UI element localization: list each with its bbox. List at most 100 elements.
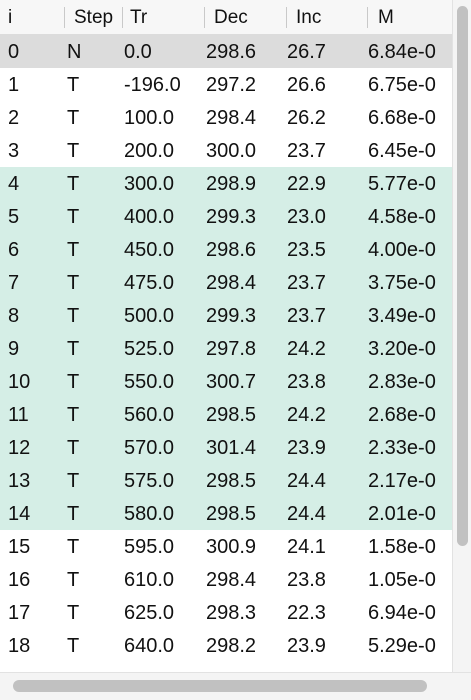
horizontal-scrollbar[interactable] — [0, 672, 471, 700]
table-header: i Step Tr Dec Inc M — [0, 0, 452, 35]
cell-dec: 298.9 — [206, 173, 257, 195]
cell-index: 3 — [8, 140, 20, 162]
cell-inc: 23.5 — [287, 239, 326, 261]
column-divider[interactable] — [286, 7, 287, 28]
column-header-tr[interactable]: Tr — [130, 7, 148, 28]
cell-step: T — [67, 437, 80, 459]
cell-dec: 298.6 — [206, 41, 257, 63]
cell-m: 3.75e-0 — [368, 272, 436, 294]
cell-m: 5.77e-0 — [368, 173, 436, 195]
cell-index: 6 — [8, 239, 20, 261]
vertical-scrollbar[interactable] — [452, 0, 471, 672]
cell-m: 5.29e-0 — [368, 635, 436, 657]
cell-tr: 400.0 — [124, 206, 175, 228]
column-header-dec[interactable]: Dec — [214, 7, 248, 28]
table-row[interactable]: 15 T 595.0 300.9 24.1 1.58e-0 — [0, 530, 452, 563]
table-row[interactable]: 13 T 575.0 298.5 24.4 2.17e-0 — [0, 464, 452, 497]
cell-dec: 301.4 — [206, 437, 257, 459]
cell-tr: 625.0 — [124, 602, 175, 624]
cell-tr: 525.0 — [124, 338, 175, 360]
cell-inc: 24.4 — [287, 503, 326, 525]
cell-tr: 550.0 — [124, 371, 175, 393]
cell-inc: 23.8 — [287, 569, 326, 591]
cell-m: 4.00e-0 — [368, 239, 436, 261]
cell-tr: 575.0 — [124, 470, 175, 492]
column-divider[interactable] — [64, 7, 65, 28]
cell-tr: 300.0 — [124, 173, 175, 195]
cell-dec: 300.0 — [206, 140, 257, 162]
cell-step: T — [67, 338, 80, 360]
column-header-step[interactable]: Step — [74, 7, 114, 28]
cell-tr: 580.0 — [124, 503, 175, 525]
cell-inc: 23.7 — [287, 140, 326, 162]
cell-m: 3.20e-0 — [368, 338, 436, 360]
table-row[interactable]: 4 T 300.0 298.9 22.9 5.77e-0 — [0, 167, 452, 200]
cell-inc: 24.2 — [287, 404, 326, 426]
table-row[interactable]: 12 T 570.0 301.4 23.9 2.33e-0 — [0, 431, 452, 464]
cell-step: T — [67, 503, 80, 525]
column-header-m[interactable]: M — [378, 7, 394, 28]
table-row[interactable]: 9 T 525.0 297.8 24.2 3.20e-0 — [0, 332, 452, 365]
cell-m: 2.17e-0 — [368, 470, 436, 492]
cell-dec: 298.3 — [206, 602, 257, 624]
cell-index: 4 — [8, 173, 20, 195]
cell-step: N — [67, 41, 82, 63]
cell-tr: 450.0 — [124, 239, 175, 261]
cell-m: 3.49e-0 — [368, 305, 436, 327]
cell-index: 8 — [8, 305, 20, 327]
table-row[interactable]: 14 T 580.0 298.5 24.4 2.01e-0 — [0, 497, 452, 530]
cell-step: T — [67, 569, 80, 591]
cell-step: T — [67, 272, 80, 294]
table-row[interactable]: 17 T 625.0 298.3 22.3 6.94e-0 — [0, 596, 452, 629]
cell-inc: 24.4 — [287, 470, 326, 492]
cell-step: T — [67, 536, 80, 558]
cell-inc: 26.7 — [287, 41, 326, 63]
cell-inc: 24.2 — [287, 338, 326, 360]
cell-index: 7 — [8, 272, 20, 294]
table-row[interactable]: 6 T 450.0 298.6 23.5 4.00e-0 — [0, 233, 452, 266]
cell-step: T — [67, 305, 80, 327]
cell-m: 6.75e-0 — [368, 74, 436, 96]
cell-m: 6.84e-0 — [368, 41, 436, 63]
cell-inc: 23.9 — [287, 437, 326, 459]
cell-dec: 300.7 — [206, 371, 257, 393]
cell-dec: 298.5 — [206, 503, 257, 525]
table-row[interactable]: 7 T 475.0 298.4 23.7 3.75e-0 — [0, 266, 452, 299]
column-divider[interactable] — [122, 7, 123, 28]
column-header-i[interactable]: i — [8, 7, 13, 28]
cell-inc: 23.7 — [287, 272, 326, 294]
column-divider[interactable] — [204, 7, 205, 28]
table-row[interactable]: 10 T 550.0 300.7 23.8 2.83e-0 — [0, 365, 452, 398]
cell-step: T — [67, 602, 80, 624]
table-row[interactable]: 16 T 610.0 298.4 23.8 1.05e-0 — [0, 563, 452, 596]
table-row[interactable]: 1 T -196.0 297.2 26.6 6.75e-0 — [0, 68, 452, 101]
cell-tr: 570.0 — [124, 437, 175, 459]
table-row[interactable]: 18 T 640.0 298.2 23.9 5.29e-0 — [0, 629, 452, 662]
cell-tr: 640.0 — [124, 635, 175, 657]
cell-index: 12 — [8, 437, 31, 459]
table-row[interactable]: 3 T 200.0 300.0 23.7 6.45e-0 — [0, 134, 452, 167]
cell-m: 1.58e-0 — [368, 536, 436, 558]
vertical-scroll-thumb[interactable] — [457, 6, 468, 546]
cell-index: 5 — [8, 206, 20, 228]
table-row[interactable]: 5 T 400.0 299.3 23.0 4.58e-0 — [0, 200, 452, 233]
cell-dec: 297.2 — [206, 74, 257, 96]
cell-m: 1.05e-0 — [368, 569, 436, 591]
cell-step: T — [67, 404, 80, 426]
cell-inc: 23.7 — [287, 305, 326, 327]
table-row[interactable]: 2 T 100.0 298.4 26.2 6.68e-0 — [0, 101, 452, 134]
column-header-inc[interactable]: Inc — [296, 7, 322, 28]
table-row[interactable]: 11 T 560.0 298.5 24.2 2.68e-0 — [0, 398, 452, 431]
cell-dec: 298.4 — [206, 272, 257, 294]
table-row[interactable]: 0 N 0.0 298.6 26.7 6.84e-0 — [0, 35, 452, 68]
horizontal-scroll-thumb[interactable] — [13, 680, 427, 692]
cell-index: 14 — [8, 503, 31, 525]
cell-tr: 475.0 — [124, 272, 175, 294]
column-divider[interactable] — [367, 7, 368, 28]
cell-m: 6.45e-0 — [368, 140, 436, 162]
cell-tr: 610.0 — [124, 569, 175, 591]
table-row[interactable]: 8 T 500.0 299.3 23.7 3.49e-0 — [0, 299, 452, 332]
cell-index: 0 — [8, 41, 20, 63]
cell-inc: 23.8 — [287, 371, 326, 393]
cell-inc: 23.9 — [287, 635, 326, 657]
